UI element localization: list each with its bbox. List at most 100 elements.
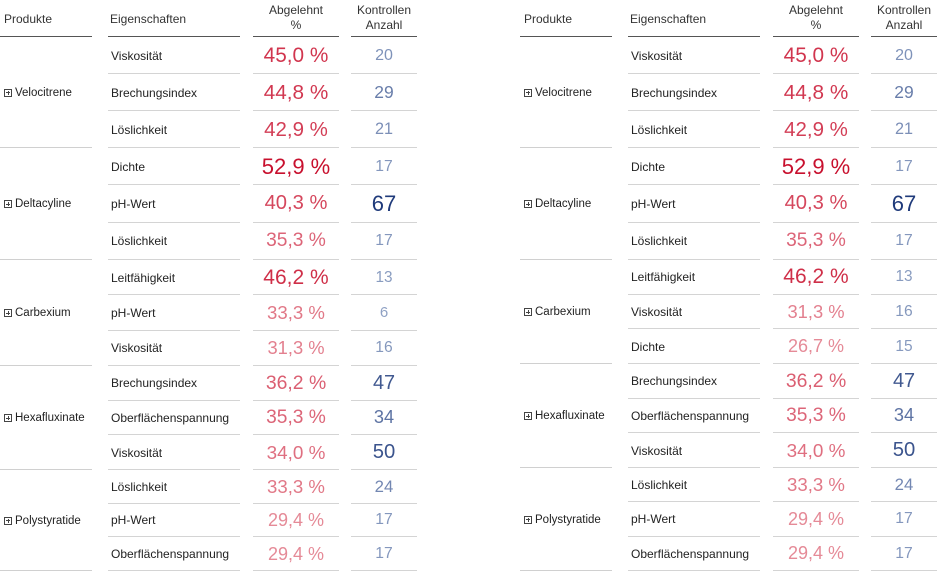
header-underline xyxy=(351,36,417,37)
row-divider xyxy=(773,222,859,223)
property-cell: Brechungsindex xyxy=(631,374,718,389)
product-row-header[interactable]: Hexafluxinate xyxy=(524,408,605,424)
property-cell: Löslichkeit xyxy=(631,478,688,493)
control-count: 17 xyxy=(895,544,913,562)
row-divider xyxy=(871,328,937,329)
property-cell: Löslichkeit xyxy=(631,122,688,137)
property-cell: Viskosität xyxy=(111,48,163,63)
product-row-header[interactable]: Velocitrene xyxy=(524,85,592,101)
row-divider xyxy=(773,328,859,329)
rejected-percent: 52,9 % xyxy=(781,153,851,179)
row-divider xyxy=(108,73,240,74)
row-divider xyxy=(253,147,339,148)
row-divider xyxy=(628,73,760,74)
expand-icon[interactable] xyxy=(524,308,532,316)
property-cell: Leitfähigkeit xyxy=(631,270,696,285)
group-divider xyxy=(520,467,612,468)
control-count: 13 xyxy=(895,268,913,286)
row-divider xyxy=(871,501,937,502)
expand-icon[interactable] xyxy=(4,414,12,422)
row-divider xyxy=(773,259,859,260)
row-divider xyxy=(628,363,760,364)
header-underline xyxy=(628,36,760,37)
row-divider xyxy=(253,259,339,260)
row-divider xyxy=(871,147,937,148)
control-count: 34 xyxy=(893,405,915,426)
control-count: 50 xyxy=(892,439,916,462)
row-divider xyxy=(773,110,859,111)
row-divider xyxy=(773,184,859,185)
rejected-percent: 42,9 % xyxy=(784,117,848,141)
group-divider xyxy=(0,365,92,366)
product-row-header[interactable]: Polystyratide xyxy=(4,513,81,529)
expand-icon[interactable] xyxy=(524,515,532,524)
row-divider xyxy=(871,363,937,364)
row-divider xyxy=(351,147,417,148)
control-count: 17 xyxy=(895,510,913,528)
row-divider xyxy=(108,469,240,470)
row-divider xyxy=(253,365,339,366)
row-divider xyxy=(253,294,339,295)
property-cell: Löslichkeit xyxy=(111,479,168,494)
product-row-header[interactable]: Polystyratide xyxy=(524,512,601,528)
row-divider xyxy=(628,501,760,502)
header-underline xyxy=(773,36,859,37)
control-count: 17 xyxy=(375,511,393,529)
expand-icon[interactable] xyxy=(524,88,532,97)
header-underline xyxy=(871,36,937,37)
product-name: Carbexium xyxy=(15,307,71,319)
row-divider xyxy=(871,467,937,468)
expand-icon[interactable] xyxy=(4,309,12,317)
rejected-percent: 44,8 % xyxy=(263,80,329,104)
product-row-header[interactable]: Deltacyline xyxy=(524,196,591,212)
row-divider xyxy=(871,294,937,295)
product-row-header[interactable]: Velocitrene xyxy=(4,85,72,101)
matrix-right: Produkte Eigenschaften Abgelehnt% Kontrolle… xyxy=(520,0,940,571)
product-name: Carbexium xyxy=(535,306,591,318)
row-divider xyxy=(253,536,339,537)
header-kontrollen-unit: Anzahl xyxy=(365,18,403,32)
group-divider xyxy=(520,363,612,364)
row-divider xyxy=(871,73,937,74)
product-row-header[interactable]: Carbexium xyxy=(4,305,71,321)
header-underline xyxy=(108,36,240,37)
expand-icon[interactable] xyxy=(524,200,532,208)
row-divider xyxy=(628,222,760,223)
row-divider xyxy=(871,536,937,537)
rejected-percent: 42,9 % xyxy=(264,117,328,141)
product-row-header[interactable]: Carbexium xyxy=(524,304,591,320)
row-divider xyxy=(351,365,417,366)
property-cell: Löslichkeit xyxy=(631,234,688,249)
header-kontrollen-unit: Anzahl xyxy=(885,18,923,32)
product-row-header[interactable]: Hexafluxinate xyxy=(4,410,85,426)
row-divider xyxy=(871,398,937,399)
row-divider xyxy=(108,110,240,111)
property-cell: pH-Wert xyxy=(111,305,156,320)
header-abgelehnt: Abgelehnt xyxy=(268,3,324,17)
header-kontrollen: Kontrollen xyxy=(876,3,932,17)
row-divider xyxy=(871,110,937,111)
expand-icon[interactable] xyxy=(4,200,12,208)
control-count: 20 xyxy=(375,46,393,64)
expand-icon[interactable] xyxy=(4,516,12,525)
property-cell: Dichte xyxy=(631,339,666,354)
row-divider xyxy=(351,503,417,504)
row-divider xyxy=(773,501,859,502)
property-cell: pH-Wert xyxy=(111,196,156,211)
expand-icon[interactable] xyxy=(4,88,12,97)
group-divider xyxy=(0,259,92,260)
property-cell: Viskosität xyxy=(631,48,683,63)
control-count: 17 xyxy=(895,232,913,250)
product-row-header[interactable]: Deltacyline xyxy=(4,196,71,212)
rejected-percent: 35,3 % xyxy=(266,406,326,428)
row-divider xyxy=(628,184,760,185)
row-divider xyxy=(773,147,859,148)
control-count: 16 xyxy=(895,302,913,320)
property-cell: Viskosität xyxy=(111,445,163,460)
group-divider xyxy=(0,469,92,470)
expand-icon[interactable] xyxy=(524,412,532,420)
group-divider xyxy=(520,259,612,260)
property-cell: Brechungsindex xyxy=(631,85,718,100)
header-abgelehnt-unit: % xyxy=(810,18,822,32)
row-divider xyxy=(253,184,339,185)
